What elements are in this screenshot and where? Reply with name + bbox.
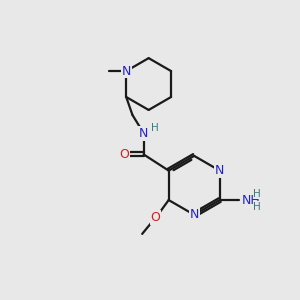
Text: O: O [120, 148, 129, 161]
Text: H: H [151, 123, 159, 133]
Text: NH: NH [242, 194, 260, 207]
Text: O: O [151, 211, 160, 224]
Text: N: N [215, 164, 224, 177]
Text: H: H [253, 202, 261, 212]
Text: N: N [190, 208, 199, 221]
Text: H: H [253, 189, 261, 199]
Text: N: N [139, 127, 148, 140]
Text: N: N [122, 64, 131, 78]
